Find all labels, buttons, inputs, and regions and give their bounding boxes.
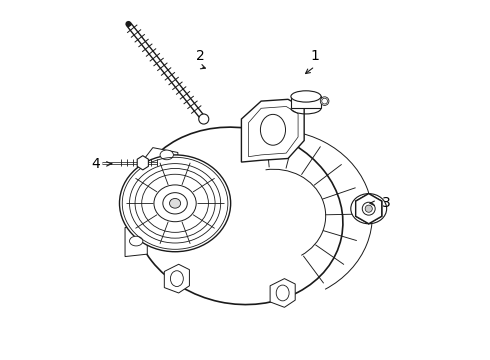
Polygon shape <box>137 156 148 170</box>
Circle shape <box>362 202 375 215</box>
Polygon shape <box>270 279 295 307</box>
Polygon shape <box>291 96 321 108</box>
Polygon shape <box>242 99 304 162</box>
Ellipse shape <box>160 150 173 160</box>
Ellipse shape <box>276 285 289 301</box>
Polygon shape <box>142 148 178 165</box>
Ellipse shape <box>291 91 321 102</box>
Ellipse shape <box>154 185 196 222</box>
Polygon shape <box>356 194 382 224</box>
Polygon shape <box>356 194 382 224</box>
Circle shape <box>199 114 209 124</box>
Ellipse shape <box>163 193 187 214</box>
Circle shape <box>320 97 329 105</box>
Ellipse shape <box>351 194 387 224</box>
Ellipse shape <box>260 114 286 145</box>
Polygon shape <box>164 264 190 293</box>
Text: 2: 2 <box>196 49 204 63</box>
Ellipse shape <box>129 236 143 246</box>
Text: 3: 3 <box>382 196 391 210</box>
Circle shape <box>365 205 372 212</box>
Ellipse shape <box>120 155 231 252</box>
Text: 4: 4 <box>92 157 100 171</box>
Text: 1: 1 <box>311 49 319 63</box>
Ellipse shape <box>322 98 327 104</box>
Ellipse shape <box>170 198 181 208</box>
Ellipse shape <box>133 127 343 305</box>
Ellipse shape <box>171 271 183 287</box>
Polygon shape <box>125 225 147 257</box>
